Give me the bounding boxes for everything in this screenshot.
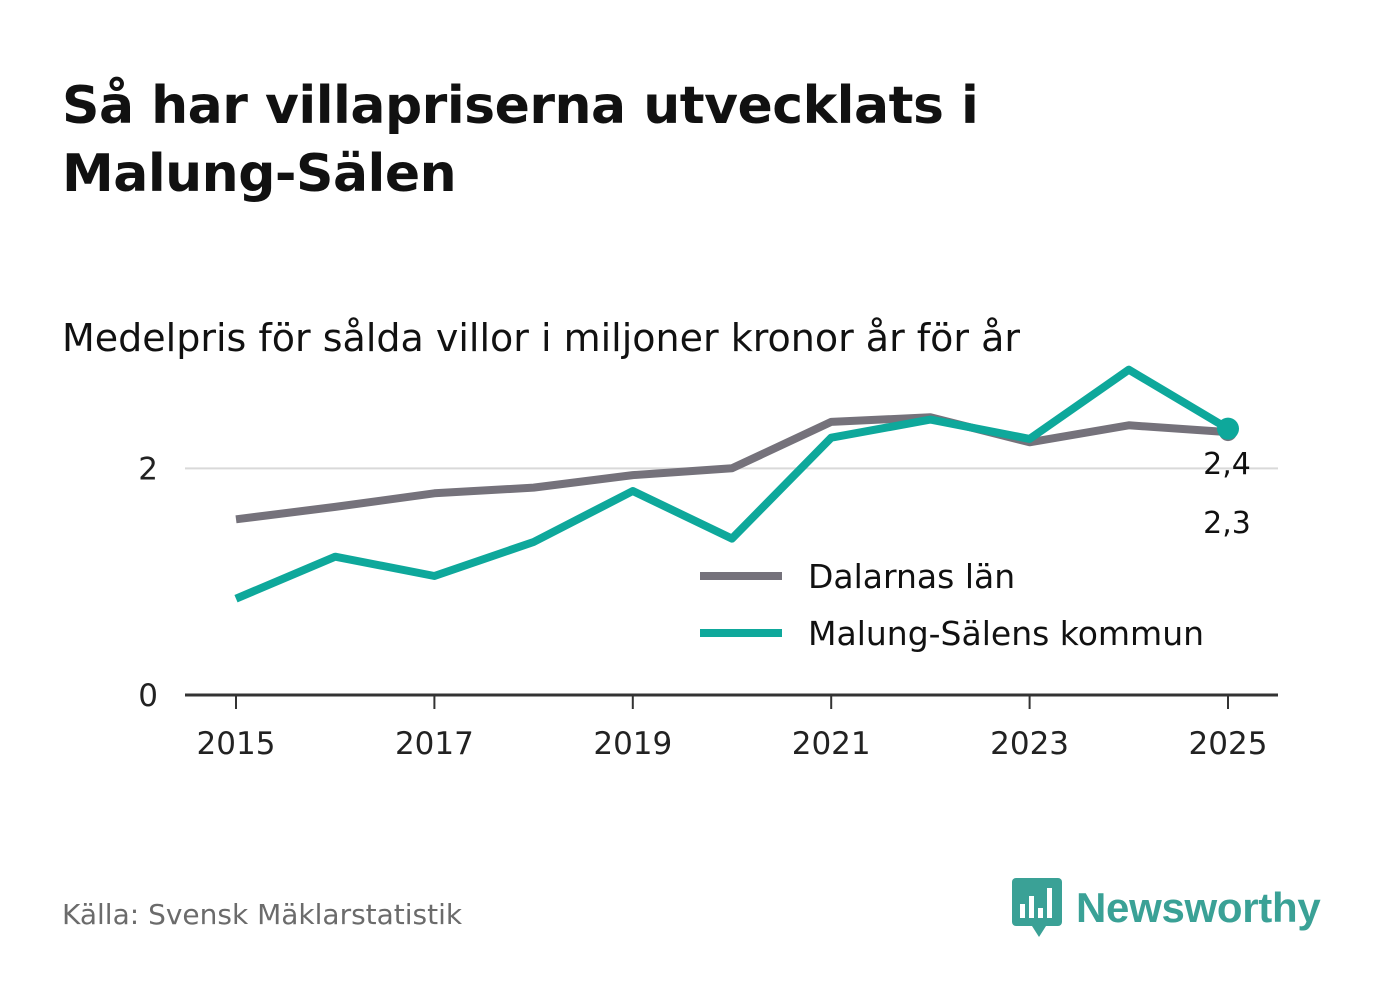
end-label-malung: 2,4	[1203, 447, 1251, 482]
chart-subtitle: Medelpris för sålda villor i miljoner kr…	[62, 316, 1021, 360]
brand-logo: Newsworthy	[1012, 878, 1321, 938]
source-credit: Källa: Svensk Mäklarstatistik	[62, 898, 463, 931]
data-point	[1026, 435, 1034, 443]
data-point	[629, 471, 637, 479]
brand-name: Newsworthy	[1076, 884, 1321, 931]
chart-title: Så har villapriserna utvecklats i Malung…	[62, 76, 979, 204]
data-point	[331, 553, 339, 561]
x-tick-label: 2017	[395, 726, 474, 762]
series-line-dalarna	[235, 413, 1229, 524]
legend: Dalarnas län Malung-Sälens kommun	[690, 548, 1265, 666]
data-point	[629, 487, 637, 495]
data-point	[926, 416, 934, 424]
y-tick-label: 0	[138, 678, 158, 714]
series-layer	[232, 365, 1239, 603]
data-point	[430, 489, 438, 497]
y-tick-label: 2	[138, 451, 158, 487]
data-point	[430, 572, 438, 580]
series-line-malung	[234, 365, 1231, 603]
data-point	[1125, 421, 1133, 429]
data-point	[728, 464, 736, 472]
data-point	[331, 503, 339, 511]
axis-layer: 0 2 2015 2017 2019 2021 2023 2025	[138, 451, 1278, 762]
data-point	[827, 434, 835, 442]
data-point	[728, 535, 736, 543]
legend-label-malung: Malung-Sälens kommun	[808, 614, 1204, 653]
x-tick-label: 2023	[990, 726, 1069, 762]
x-tick-label: 2015	[197, 726, 276, 762]
data-point	[232, 595, 240, 603]
bar-chart-speech-bubble-icon	[1012, 878, 1062, 937]
data-point	[530, 484, 538, 492]
end-marker-malung	[1217, 417, 1239, 440]
data-point	[232, 515, 240, 523]
x-tick-label: 2025	[1189, 726, 1268, 762]
data-point	[530, 538, 538, 546]
data-point	[1125, 366, 1133, 374]
legend-background	[690, 548, 1265, 666]
end-label-layer: 2,4 2,3	[1203, 447, 1251, 541]
data-point	[827, 418, 835, 426]
legend-label-dalarna: Dalarnas län	[808, 557, 1015, 596]
x-tick-label: 2021	[792, 726, 871, 762]
end-label-dalarna: 2,3	[1203, 506, 1251, 541]
x-tick-label: 2019	[593, 726, 672, 762]
